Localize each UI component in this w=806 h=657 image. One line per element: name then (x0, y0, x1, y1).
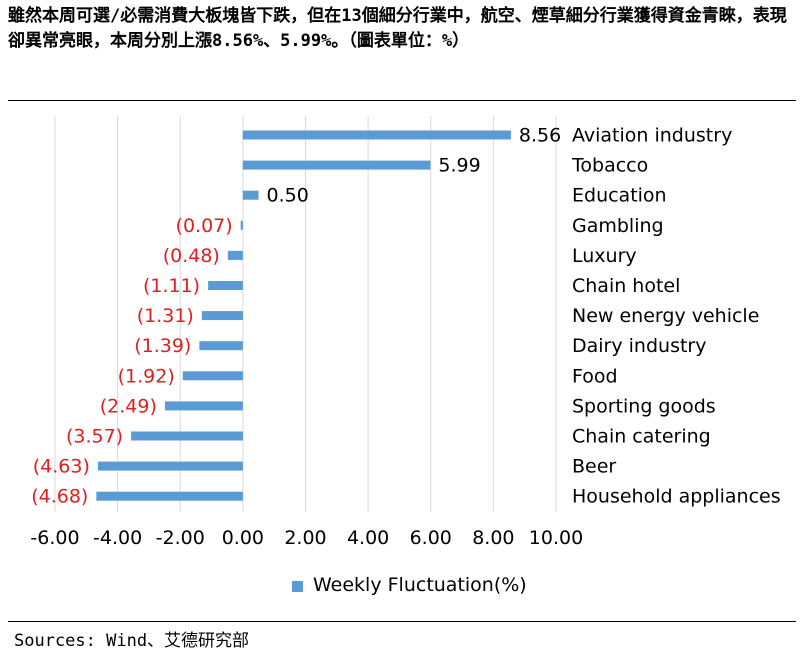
category-label: Chain catering (572, 426, 711, 448)
legend: Weekly Fluctuation(%) (292, 574, 527, 596)
bar-chart: 8.56 5.99 0.50 (0.07) (0.48) (1.11) (1.31) (1.3… (30, 116, 781, 596)
category-label: Gambling (572, 215, 664, 237)
x-tick-label: -2.00 (156, 527, 205, 549)
category-label: Tobacco (571, 155, 648, 177)
category-label: Dairy industry (572, 335, 706, 357)
data-label: (3.57) (66, 426, 123, 448)
data-label: (1.39) (134, 335, 191, 357)
x-tick-label: 0.00 (222, 527, 264, 549)
category-label: Education (572, 185, 667, 207)
data-label: (4.68) (31, 486, 88, 508)
bars (96, 130, 511, 501)
bar (208, 281, 243, 290)
data-label: 8.56 (519, 125, 561, 147)
x-tick-labels: -6.00 -4.00 -2.00 0.00 2.00 4.00 6.00 8.00 10.00 (30, 527, 583, 549)
data-label: 5.99 (438, 155, 480, 177)
category-label: New energy vehicle (572, 305, 759, 327)
legend-swatch (292, 581, 303, 592)
legend-label: Weekly Fluctuation(%) (313, 574, 527, 596)
category-label: Household appliances (572, 486, 781, 508)
bar (242, 160, 431, 170)
bar (201, 311, 243, 321)
data-label: (1.31) (137, 305, 194, 327)
x-tick-label: 4.00 (347, 527, 389, 549)
gridlines (54, 116, 557, 513)
bar (97, 461, 243, 471)
x-tick-label: -4.00 (93, 527, 142, 549)
x-tick-label: 6.00 (410, 527, 452, 549)
bar (242, 190, 259, 200)
bar (240, 220, 243, 230)
source-note: Sources: Wind、艾德研究部 (14, 631, 250, 651)
category-labels: Aviation industry Tobacco Education Gamblin… (571, 125, 781, 508)
footer-divider (8, 621, 796, 622)
data-label: (0.07) (176, 215, 233, 237)
data-label: (0.48) (163, 245, 220, 267)
data-label: (1.92) (118, 365, 175, 387)
x-tick-label: 10.00 (529, 527, 583, 549)
category-label: Beer (572, 456, 616, 478)
title-divider (8, 100, 796, 101)
x-tick-label: 2.00 (284, 527, 326, 549)
bar (96, 491, 243, 501)
bar (199, 341, 243, 351)
category-label: Food (572, 365, 618, 387)
data-label: 0.50 (267, 185, 309, 207)
category-label: Luxury (572, 245, 637, 267)
bar (242, 130, 511, 140)
bar (182, 371, 243, 381)
category-label: Chain hotel (572, 275, 680, 297)
category-label: Aviation industry (572, 125, 732, 147)
category-label: Sporting goods (572, 395, 716, 417)
data-label: (2.49) (100, 395, 157, 417)
bar (164, 401, 243, 411)
x-tick-label: -6.00 (30, 527, 79, 549)
data-label: (1.11) (143, 275, 200, 297)
bar (227, 250, 243, 260)
value-labels: 8.56 5.99 0.50 (0.07) (0.48) (1.11) (1.31) (1.3… (31, 125, 561, 508)
bar (131, 431, 243, 441)
data-label: (4.63) (33, 456, 90, 478)
x-tick-label: 8.00 (472, 527, 514, 549)
chart-title: 雖然本周可選/必需消費大板塊皆下跌，但在13個細分行業中，航空、煙草細分行業獲得… (8, 6, 787, 51)
